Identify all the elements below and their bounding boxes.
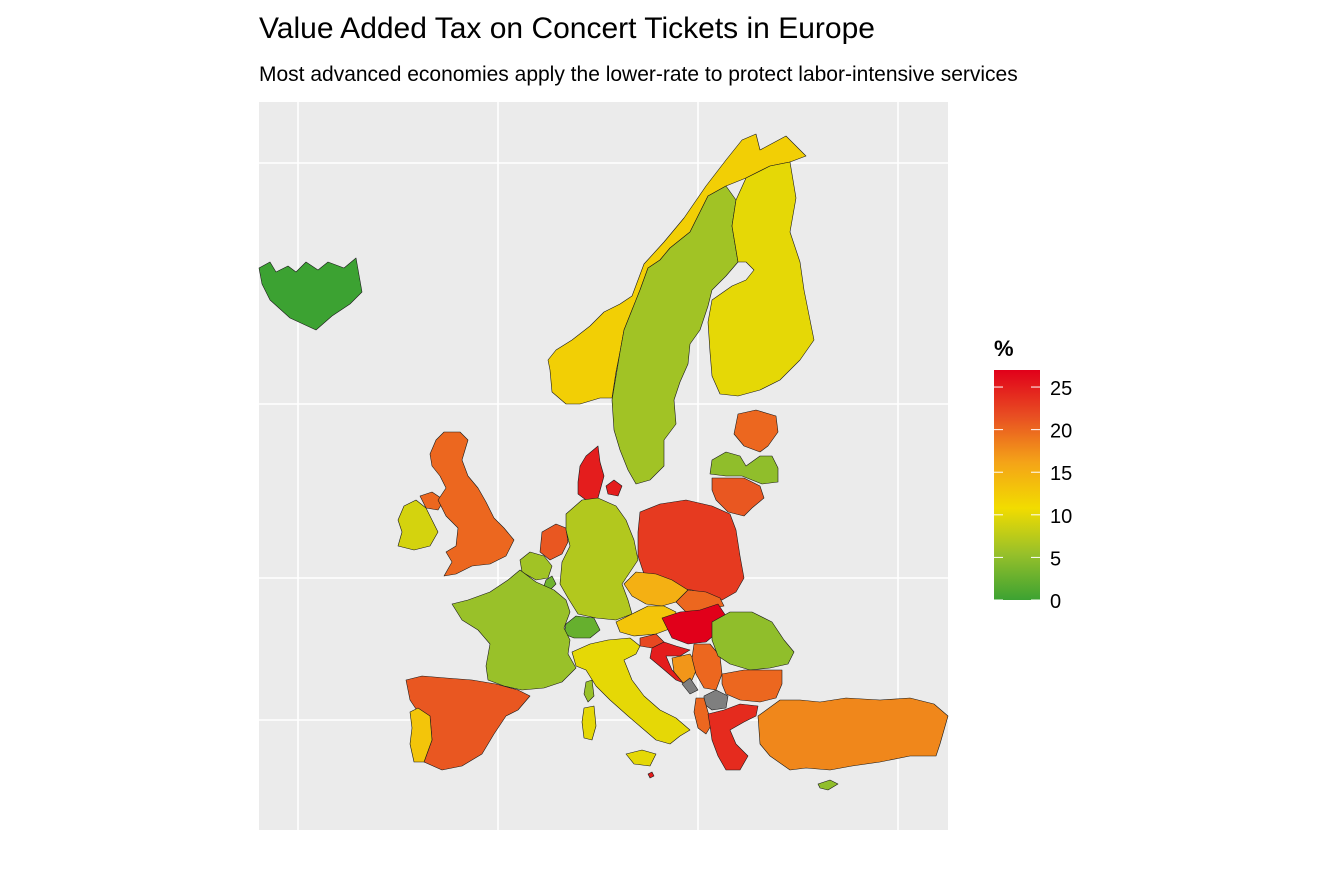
map-subtitle: Most advanced economies apply the lower-… — [259, 63, 1018, 86]
country-romania — [711, 611, 795, 671]
legend-tick-label: 25 — [1050, 378, 1072, 400]
country-netherlands — [539, 523, 569, 561]
country-luxembourg — [543, 575, 557, 591]
legend-ticks: 0 5 10 15 20 25 — [994, 378, 1072, 613]
country-finland — [707, 161, 815, 397]
country-corsica — [583, 679, 595, 703]
legend-title: % — [994, 336, 1014, 361]
country-cyprus — [817, 779, 839, 791]
country-sicily — [625, 749, 657, 767]
country-iceland — [258, 257, 363, 331]
country-latvia — [709, 451, 779, 485]
country-portugal — [409, 707, 433, 763]
country-ireland — [397, 499, 439, 551]
country-italy — [571, 637, 691, 745]
country-croatia — [649, 641, 691, 685]
country-sweden — [611, 185, 739, 485]
legend: 0 5 10 15 20 25 — [994, 370, 1072, 613]
map-title: Value Added Tax on Concert Tickets in Eu… — [259, 12, 875, 45]
country-montenegro — [681, 677, 699, 695]
country-sardinia — [581, 705, 597, 741]
legend-tick-label: 0 — [1050, 591, 1061, 613]
country-greece — [707, 703, 759, 771]
legend-tick-label: 15 — [1050, 463, 1072, 485]
legend-tick-label: 10 — [1050, 506, 1072, 528]
country-albania — [693, 697, 713, 735]
country-germany — [559, 497, 639, 621]
legend-colorbar — [994, 370, 1040, 600]
legend-tick-label: 20 — [1050, 421, 1072, 443]
country-france — [451, 569, 577, 691]
country-denmark — [605, 479, 623, 497]
country-turkey — [757, 697, 949, 771]
country-poland — [637, 499, 745, 601]
country-bosnia-and-herzegovina — [671, 653, 699, 685]
country-layer — [258, 133, 949, 791]
country-lithuania — [711, 477, 765, 517]
country-estonia — [733, 409, 779, 453]
country-malta — [647, 771, 655, 779]
country-united-kingdom — [429, 431, 515, 577]
country-denmark — [577, 445, 605, 501]
country-bulgaria — [721, 669, 783, 703]
legend-tick-label: 5 — [1050, 548, 1061, 570]
